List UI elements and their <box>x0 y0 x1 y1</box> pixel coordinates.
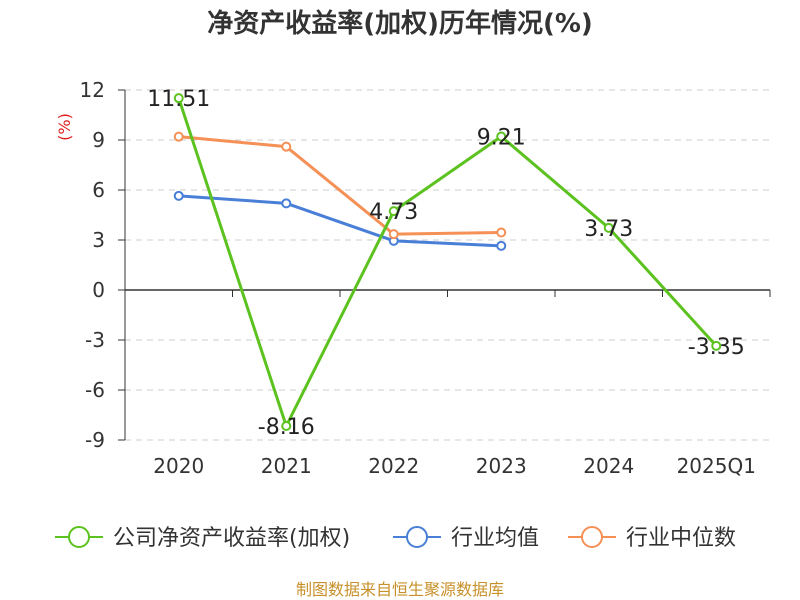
legend-label[interactable]: 公司净资产收益率(加权) <box>113 526 350 551</box>
data-label: 4.73 <box>369 200 418 225</box>
data-labels: 11.51 -8.16 4.73 9.21 3.73 -3.35 <box>147 87 744 440</box>
data-point-2[interactable] <box>173 131 184 142</box>
data-point-1[interactable] <box>281 198 292 209</box>
data-point-0[interactable] <box>496 131 507 142</box>
data-label: 11.51 <box>147 87 210 112</box>
data-point-2[interactable] <box>496 227 507 238</box>
legend-circle-icon <box>406 526 428 548</box>
x-tick-label: 2025Q1 <box>677 454 756 478</box>
legend-label[interactable]: 行业中位数 <box>626 526 736 551</box>
legend-circle-icon <box>68 526 90 548</box>
data-point-0[interactable] <box>711 340 722 351</box>
y-tick-label: 9 <box>92 128 105 152</box>
y-tick-label: -3 <box>85 328 105 352</box>
data-label: -8.16 <box>258 415 315 440</box>
x-tick-label: 2023 <box>476 454 527 478</box>
chart-title: 净资产收益率(加权)历年情况(%) <box>207 8 593 39</box>
y-tick-label: -9 <box>85 428 105 452</box>
data-point-2[interactable] <box>281 141 292 152</box>
legend[interactable]: 公司净资产收益率(加权) 行业均值 行业中位数 <box>55 526 736 551</box>
y-axis-unit-label: (%) <box>55 113 74 141</box>
grid-lines <box>125 89 770 441</box>
y-tick-label: 3 <box>92 228 105 252</box>
data-point-1[interactable] <box>496 240 507 251</box>
data-point-2[interactable] <box>388 229 399 240</box>
series-line-0 <box>177 97 718 428</box>
data-point-0[interactable] <box>603 222 614 233</box>
data-label: 9.21 <box>477 126 526 151</box>
x-tick-label: 2020 <box>153 454 204 478</box>
data-point-0[interactable] <box>173 93 184 104</box>
data-point-0[interactable] <box>388 206 399 217</box>
series-layer <box>173 93 722 431</box>
series-line-2 <box>178 135 502 236</box>
legend-label[interactable]: 行业均值 <box>451 526 539 551</box>
data-point-0[interactable] <box>281 421 292 431</box>
series-line-1 <box>178 194 502 248</box>
y-tick-label: -6 <box>85 378 105 402</box>
x-tick-label: 2021 <box>261 454 312 478</box>
axes: 12 9 6 3 0 -3 -6 -9 2020 2021 2022 2023 2024 2025Q1 <box>80 78 771 478</box>
y-tick-label: 0 <box>92 278 105 302</box>
legend-circle-icon <box>581 526 603 548</box>
data-source-note: 制图数据来自恒生聚源数据库 <box>296 580 504 599</box>
data-point-1[interactable] <box>173 190 184 201</box>
data-label: -3.35 <box>688 335 745 360</box>
data-label: 3.73 <box>584 217 633 242</box>
x-tick-label: 2022 <box>368 454 419 478</box>
y-tick-label: 12 <box>80 78 105 102</box>
x-tick-label: 2024 <box>583 454 634 478</box>
y-tick-label: 6 <box>92 178 105 202</box>
